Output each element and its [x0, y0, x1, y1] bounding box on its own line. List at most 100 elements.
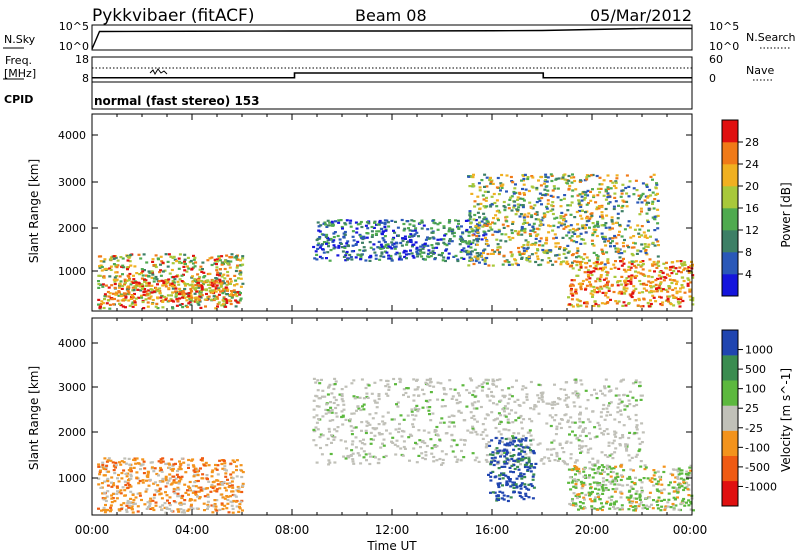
power-cell — [406, 220, 410, 223]
power-cell — [628, 293, 632, 296]
power-cell — [606, 187, 610, 191]
colorbar-segment — [722, 230, 738, 253]
velocity-scatter-data — [97, 377, 695, 514]
velocity-cell — [356, 452, 360, 455]
velocity-cell — [231, 493, 235, 497]
power-cell — [651, 202, 654, 205]
power-cell — [643, 199, 647, 202]
velocity-cell — [593, 500, 597, 503]
power-cell — [620, 192, 624, 195]
power-cell — [675, 272, 679, 275]
velocity-cell — [352, 462, 356, 465]
power-cell — [508, 198, 512, 201]
velocity-cell — [230, 490, 234, 493]
power-cell — [535, 213, 539, 216]
velocity-cell — [687, 472, 691, 475]
power-cell — [564, 220, 568, 223]
power-cell — [432, 221, 436, 224]
power-cell — [444, 233, 448, 236]
velocity-cell — [523, 465, 527, 469]
velocity-cell — [240, 490, 244, 494]
noise-right-tick-bottom: 10^0 — [709, 40, 739, 53]
velocity-cell — [601, 492, 605, 495]
power-cell — [164, 297, 168, 300]
velocity-cell — [489, 475, 493, 478]
velocity-cell — [519, 473, 522, 476]
velocity-cell — [176, 508, 180, 511]
velocity-cell — [149, 507, 153, 510]
velocity-cell — [539, 459, 543, 462]
velocity-cell — [526, 446, 530, 449]
power-cell — [655, 266, 659, 269]
velocity-cell — [314, 426, 318, 429]
power-cell — [448, 219, 451, 222]
velocity-cell — [129, 497, 133, 500]
power-cell — [180, 303, 184, 306]
velocity-cell — [674, 504, 678, 507]
power-cell — [342, 232, 346, 235]
velocity-cell — [499, 414, 503, 417]
power-cell — [338, 238, 342, 241]
velocity-cell — [614, 500, 618, 503]
velocity-cell — [644, 466, 648, 469]
power-cell — [190, 276, 194, 279]
power-cell — [230, 290, 233, 293]
velocity-cell — [414, 408, 418, 411]
velocity-cell — [377, 458, 381, 461]
colorbar-segment — [722, 274, 738, 297]
power-cell — [386, 221, 390, 224]
velocity-cell — [506, 483, 510, 486]
velocity-cell — [358, 440, 362, 443]
velocity-cell — [578, 501, 582, 504]
power-cell — [486, 220, 490, 223]
power-cell — [236, 291, 240, 294]
power-cell — [622, 262, 626, 265]
power-cell — [660, 303, 664, 307]
velocity-cell — [165, 494, 169, 497]
velocity-cell — [404, 391, 408, 395]
time-tick-0800: 08:00 — [275, 523, 310, 537]
velocity-cell — [634, 379, 638, 382]
velocity-cell — [491, 378, 495, 381]
velocity-cell — [606, 488, 610, 491]
velocity-cell — [503, 455, 507, 458]
velocity-colorbar-frame — [721, 329, 739, 507]
power-cell — [654, 186, 658, 189]
power-cell — [123, 283, 127, 286]
power-cell — [587, 175, 591, 178]
velocity-cell — [527, 457, 531, 460]
velocity-cell — [494, 448, 498, 451]
velocity-cell — [126, 472, 130, 475]
power-cell — [182, 265, 186, 268]
power-cell — [345, 219, 349, 222]
power-cell — [108, 303, 112, 306]
velocity-cell — [529, 443, 533, 446]
power-cell — [372, 248, 376, 251]
velocity-cell — [381, 442, 384, 445]
velocity-cell — [472, 428, 476, 431]
power-cell — [609, 242, 613, 245]
power-cell — [497, 252, 501, 256]
velocity-cell — [421, 456, 425, 460]
velocity-cell — [569, 453, 573, 456]
velocity-cell — [504, 474, 508, 477]
power-cell — [560, 177, 564, 180]
velocity-cell — [537, 400, 540, 403]
velocity-cell — [390, 440, 393, 443]
power-cell — [587, 259, 591, 262]
power-cell — [532, 227, 536, 230]
beam-title: Beam 08 — [355, 6, 427, 25]
power-cell — [100, 269, 104, 272]
velocity-cell — [320, 453, 324, 456]
velocity-cell — [638, 442, 642, 445]
velocity-cell — [634, 419, 638, 422]
velocity-cell — [220, 462, 224, 466]
velocity-cell — [436, 398, 440, 401]
velocity-cell — [604, 483, 608, 487]
velocity-cell — [579, 411, 582, 414]
velocity-cell — [101, 492, 105, 495]
velocity-cell — [317, 405, 321, 408]
power-cell — [592, 266, 596, 270]
velocity-cell — [112, 484, 116, 487]
velocity-cell — [136, 505, 140, 508]
